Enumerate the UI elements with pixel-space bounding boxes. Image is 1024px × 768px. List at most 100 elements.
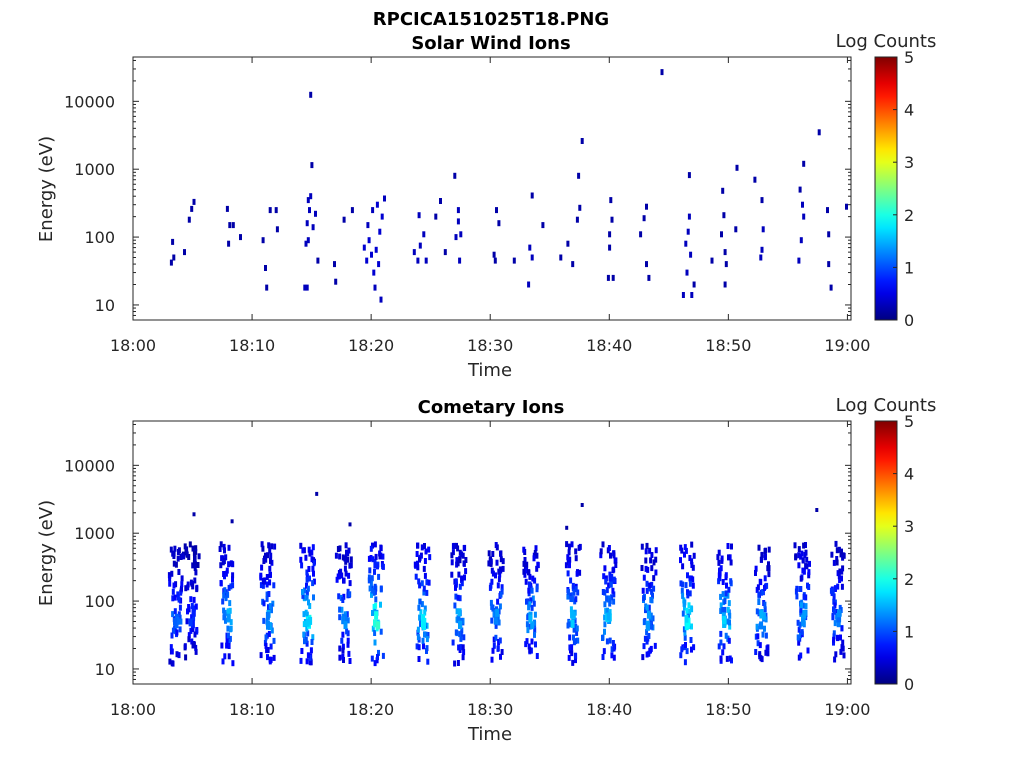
data-cell	[832, 559, 836, 566]
data-cell	[759, 610, 764, 619]
data-cell	[721, 649, 725, 656]
data-cell	[610, 646, 614, 653]
data-cell	[756, 633, 760, 640]
data-cell	[608, 571, 612, 578]
data-cell	[267, 604, 270, 611]
data-cell	[460, 551, 464, 558]
data-cell	[802, 593, 806, 600]
data-cell	[373, 568, 376, 575]
data-cell	[456, 560, 460, 567]
data-cell	[566, 593, 570, 600]
data-cell	[727, 554, 730, 561]
data-cell	[612, 645, 616, 652]
data-cell	[268, 572, 272, 579]
data-cell	[173, 617, 177, 626]
data-cell	[690, 292, 694, 298]
data-cell	[568, 592, 572, 599]
data-cell	[806, 582, 809, 589]
colorbar-tick-label: 4	[904, 465, 914, 484]
data-cell	[308, 207, 311, 214]
data-cell	[179, 618, 183, 625]
data-cell	[719, 608, 723, 614]
data-cell	[605, 638, 609, 645]
data-cell	[306, 197, 310, 204]
data-cell	[609, 197, 613, 204]
data-cell	[305, 640, 309, 647]
data-cell	[717, 559, 721, 566]
data-cell	[767, 561, 770, 568]
data-cell	[175, 616, 180, 625]
data-cell	[692, 281, 696, 288]
data-cell	[458, 257, 462, 264]
data-cell	[186, 581, 190, 588]
panel-1: 18:00 18:10 18:20 18:30 18:40 18:50 19:0010100…	[64, 48, 914, 355]
data-cell	[422, 643, 425, 650]
data-cell	[455, 608, 459, 615]
data-cell	[373, 630, 377, 636]
data-cell	[640, 565, 644, 571]
data-cell	[299, 556, 303, 563]
data-cell	[299, 657, 303, 664]
data-cell	[726, 618, 730, 625]
data-cell	[645, 638, 649, 645]
data-cell	[501, 565, 505, 572]
data-cell	[334, 278, 338, 285]
data-cell	[347, 572, 351, 579]
data-cell	[175, 651, 179, 658]
data-cell	[373, 541, 377, 548]
data-cell	[491, 605, 495, 612]
data-cell	[373, 562, 377, 569]
data-cell	[576, 589, 580, 596]
data-cell	[457, 644, 461, 651]
data-cell	[373, 639, 377, 646]
data-cell	[381, 553, 385, 560]
data-cell	[453, 602, 457, 609]
x-tick-label: 18:40	[586, 700, 632, 719]
data-cell	[196, 562, 200, 568]
data-cell	[338, 654, 342, 661]
data-cell	[534, 545, 538, 552]
data-cell	[808, 560, 811, 567]
data-cell	[187, 604, 191, 610]
data-cell	[367, 577, 371, 584]
data-cell	[612, 550, 616, 557]
data-cell	[171, 238, 175, 245]
data-cell	[418, 582, 422, 589]
data-cell	[179, 589, 183, 596]
data-cell	[833, 602, 837, 609]
data-cell	[533, 611, 537, 618]
data-cell	[645, 651, 649, 658]
data-cell	[312, 557, 315, 564]
data-cell	[800, 629, 804, 636]
data-cell	[193, 577, 197, 584]
data-cell	[644, 607, 647, 614]
data-cell	[685, 607, 689, 614]
axes: 18:00 18:10 18:20 18:30 18:40 18:50 19:00 10 100…	[64, 57, 870, 355]
data-cell	[370, 575, 374, 582]
data-cell	[461, 644, 465, 651]
x-tick-label: 19:00	[824, 700, 870, 719]
colorbar-tick-label: 0	[904, 311, 914, 330]
data-cell	[684, 614, 689, 623]
data-cell	[169, 259, 173, 266]
data-cell	[754, 565, 758, 572]
x-tick-label: 18:30	[467, 700, 513, 719]
data-cell	[604, 578, 608, 585]
data-cell	[231, 222, 235, 229]
data-cell	[224, 595, 228, 602]
data-cell	[492, 642, 496, 649]
data-cell	[342, 577, 346, 584]
data-cell	[183, 643, 187, 650]
data-cell	[800, 602, 803, 609]
data-cell	[269, 552, 273, 559]
data-cell	[267, 542, 271, 549]
y-tick-label: 100	[84, 228, 115, 247]
data-cell	[494, 572, 497, 579]
data-cell	[458, 621, 462, 629]
data-cell	[455, 557, 459, 564]
data-cell	[760, 246, 764, 253]
y-tick-label: 10000	[64, 456, 115, 475]
data-cell	[193, 565, 197, 571]
colorbar-tick-label: 1	[904, 622, 914, 641]
data-cell	[195, 586, 199, 593]
